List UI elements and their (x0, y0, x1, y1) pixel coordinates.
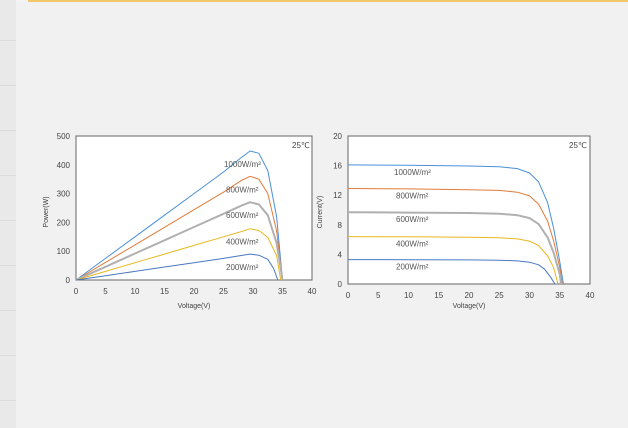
current-x-tick-label: 25 (495, 291, 504, 300)
current-series-line (347, 259, 556, 285)
left-sidebar-strip (0, 0, 16, 428)
current-series-label: 800W/m² (396, 192, 429, 201)
top-accent-rule (28, 0, 628, 2)
power-series-label: 800W/m² (226, 185, 259, 194)
current-chart-temperature-label: 25℃ (569, 141, 587, 150)
current-series-line (347, 236, 559, 285)
current-series-line (347, 164, 564, 285)
current-x-tick-label: 30 (525, 291, 534, 300)
power-y-tick-label: 300 (57, 190, 71, 199)
power-x-tick-label: 15 (160, 287, 169, 296)
current-x-tick-label: 15 (434, 291, 443, 300)
power-chart-temperature-label: 25℃ (292, 141, 310, 150)
power-series-label: 600W/m² (226, 211, 259, 220)
power-series-line (75, 150, 283, 281)
current-x-tick-label: 40 (586, 291, 595, 300)
power-series-line (75, 201, 284, 281)
current-series-line (347, 188, 563, 285)
current-x-tick-label: 0 (346, 291, 351, 300)
current-series-label: 200W/m² (396, 263, 429, 272)
power-y-tick-label: 200 (57, 218, 71, 227)
current-y-tick-label: 8 (338, 221, 343, 230)
power-series-label: 1000W/m² (224, 160, 261, 169)
power-series-label: 400W/m² (226, 238, 259, 247)
current-y-tick-label: 0 (338, 280, 343, 289)
current-x-tick-label: 10 (404, 291, 413, 300)
power-series-label: 200W/m² (226, 263, 259, 272)
current-y-tick-label: 12 (333, 191, 342, 200)
current-series-label: 400W/m² (396, 240, 429, 249)
power-y-tick-label: 500 (57, 132, 71, 141)
current-x-tick-label: 35 (555, 291, 564, 300)
power-chart-x-axis-label: Voltage(V) (178, 303, 211, 310)
power-x-tick-label: 0 (74, 287, 79, 296)
current-series-line (347, 211, 562, 285)
power-x-tick-label: 35 (278, 287, 287, 296)
power-series-line (75, 175, 283, 281)
power-series-line (75, 253, 279, 281)
power-x-tick-label: 25 (219, 287, 228, 296)
power-y-tick-label: 400 (57, 161, 71, 170)
current-chart-plot-area (347, 135, 591, 285)
power-chart-y-axis-label: Power(W) (43, 196, 50, 227)
current-x-tick-label: 20 (465, 291, 474, 300)
current-y-tick-label: 16 (333, 162, 342, 171)
current-chart-y-axis-label: Current(V) (317, 196, 324, 229)
power-y-tick-label: 0 (66, 276, 71, 285)
current-y-tick-label: 20 (333, 132, 342, 141)
current-x-tick-label: 5 (376, 291, 381, 300)
power-x-tick-label: 20 (190, 287, 199, 296)
power-voltage-chart: 0 5 10 15 20 25 30 35 40 0 100 200 300 400 500 1000W/… (43, 132, 317, 310)
power-x-tick-label: 10 (131, 287, 140, 296)
current-chart-x-axis-label: Voltage(V) (453, 303, 486, 310)
current-voltage-chart: 0 5 10 15 20 25 30 35 40 0 4 8 12 16 20 1000W/m² 800W/… (317, 132, 595, 310)
current-y-tick-label: 4 (338, 250, 343, 259)
power-y-tick-label: 100 (57, 247, 71, 256)
power-x-tick-label: 5 (103, 287, 108, 296)
current-series-label: 1000W/m² (394, 168, 431, 177)
power-x-tick-label: 30 (249, 287, 258, 296)
current-series-label: 600W/m² (396, 215, 429, 224)
power-series-line (75, 228, 282, 281)
power-x-tick-label: 40 (308, 287, 317, 296)
